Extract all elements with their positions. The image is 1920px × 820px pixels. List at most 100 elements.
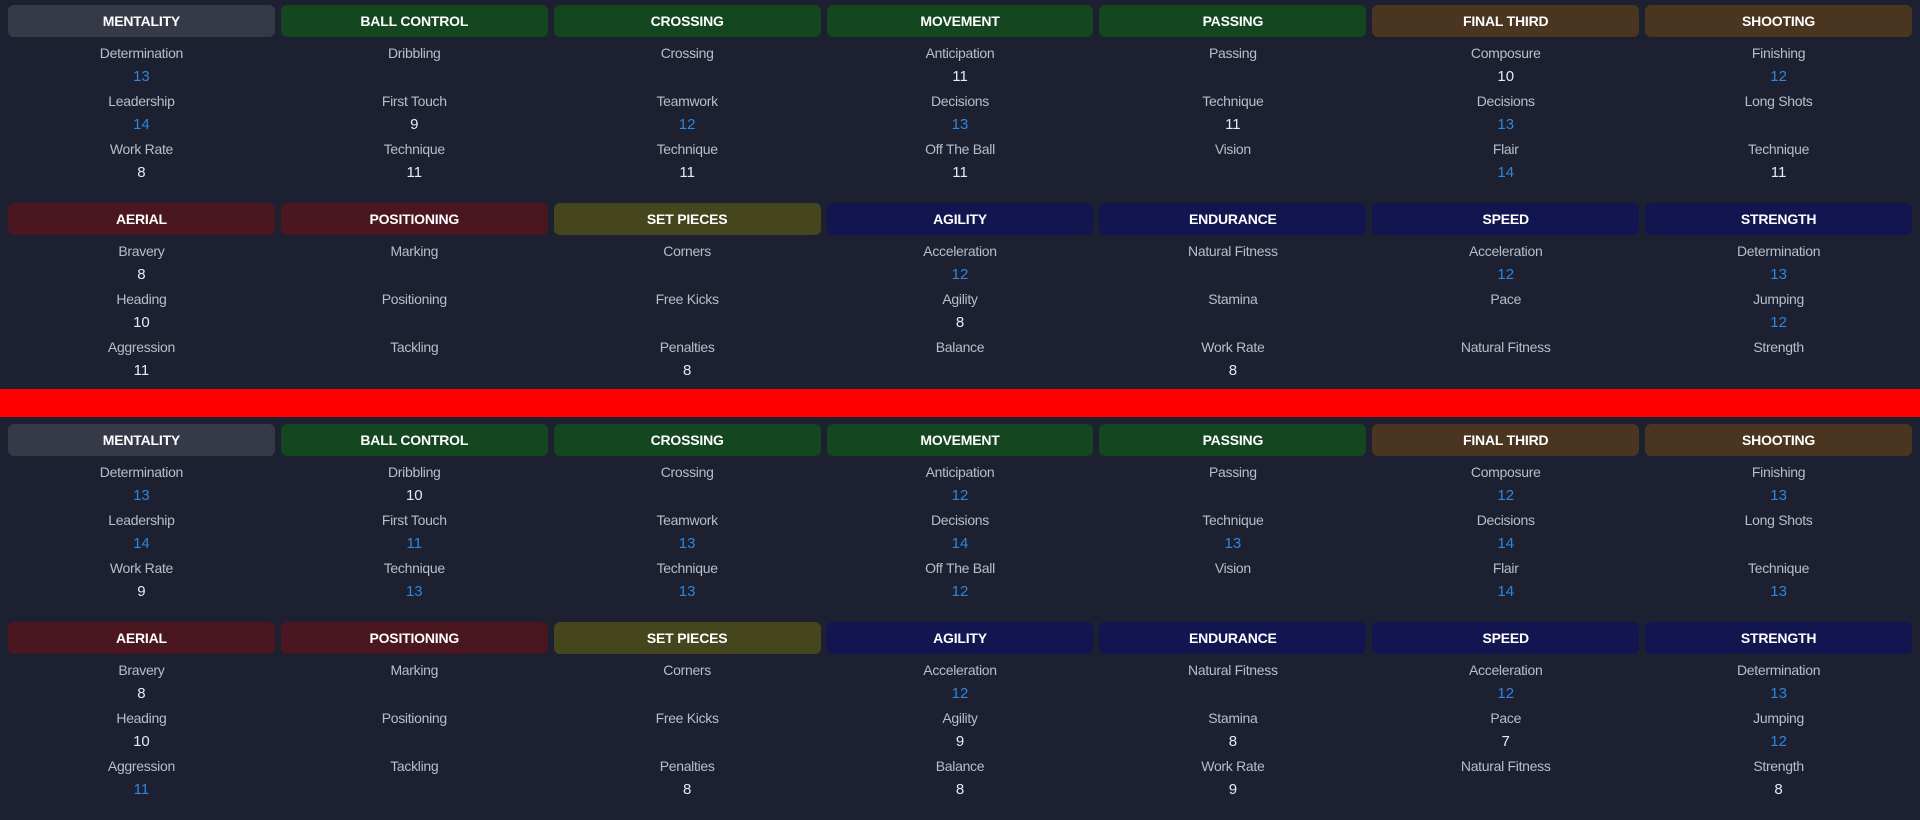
attribute-label: Anticipation bbox=[925, 464, 995, 480]
attribute-item: Stamina 8 bbox=[1099, 706, 1366, 754]
attribute-label: Finishing bbox=[1751, 45, 1806, 61]
attribute-label: Tackling bbox=[390, 758, 439, 774]
attribute-list: Corners Free Kicks Penalties 8 bbox=[554, 239, 821, 383]
attribute-label: Crossing bbox=[660, 464, 714, 480]
attribute-label: Natural Fitness bbox=[1188, 662, 1278, 678]
attribute-value bbox=[1372, 359, 1639, 383]
attribute-label: Composure bbox=[1470, 464, 1541, 480]
attribute-value: 8 bbox=[137, 266, 146, 283]
attribute-item: Bravery 8 bbox=[8, 658, 275, 706]
attribute-value: 13 bbox=[1770, 583, 1787, 600]
attribute-item: Determination 13 bbox=[1645, 239, 1912, 287]
group-header: CROSSING bbox=[553, 424, 821, 456]
attribute-value bbox=[1099, 484, 1366, 508]
attribute-label: Heading bbox=[116, 710, 167, 726]
attribute-item: Leadership 14 bbox=[8, 508, 275, 556]
attribute-value: 10 bbox=[133, 733, 150, 750]
group-header: MENTALITY bbox=[8, 424, 275, 456]
attribute-item: Strength bbox=[1645, 335, 1912, 383]
attribute-item: Acceleration 12 bbox=[1372, 239, 1639, 287]
attribute-item: Technique 13 bbox=[554, 556, 821, 604]
attribute-label: Penalties bbox=[659, 339, 715, 355]
attribute-label: Finishing bbox=[1751, 464, 1806, 480]
attribute-label: Balance bbox=[935, 339, 985, 355]
attribute-list: Bravery 8 Heading 10 Aggression 11 bbox=[8, 658, 275, 802]
attribute-label: Off The Ball bbox=[925, 560, 995, 576]
attribute-value: 9 bbox=[137, 583, 146, 600]
group-header: ENDURANCE bbox=[1099, 203, 1367, 235]
attribute-list: Anticipation 11 Decisions 13 Off The Ball 11 bbox=[827, 41, 1094, 185]
attribute-list: Marking Positioning Tackling bbox=[281, 239, 548, 383]
attribute-item: First Touch 9 bbox=[281, 89, 548, 137]
attribute-group-mentality: MENTALITY Determination 13 Leadership 14 Work… bbox=[8, 424, 275, 622]
attribute-list: Corners Free Kicks Penalties 8 bbox=[554, 658, 821, 802]
attribute-item: Penalties 8 bbox=[554, 754, 821, 802]
attribute-value: 12 bbox=[1497, 266, 1515, 283]
divider-bar bbox=[0, 389, 1920, 417]
attribute-label: Stamina bbox=[1208, 291, 1258, 307]
attribute-value: 14 bbox=[951, 535, 969, 552]
attribute-item: Jumping 12 bbox=[1645, 706, 1912, 754]
attribute-value: 13 bbox=[1497, 116, 1515, 133]
attribute-list: Finishing 12 Long Shots Technique 11 bbox=[1645, 41, 1912, 185]
attributes-panel-top: MENTALITY Determination 13 Leadership 14 Work… bbox=[8, 5, 1913, 401]
attribute-label: Passing bbox=[1209, 464, 1257, 480]
attribute-value: 13 bbox=[1770, 685, 1787, 702]
attribute-label: Technique bbox=[656, 141, 718, 157]
attribute-value: 12 bbox=[1497, 685, 1515, 702]
group-header: AERIAL bbox=[8, 622, 275, 654]
attribute-label: Vision bbox=[1214, 141, 1251, 157]
attribute-label: Work Rate bbox=[109, 560, 174, 576]
attribute-label: Positioning bbox=[381, 291, 448, 307]
attribute-value: 13 bbox=[678, 583, 696, 600]
attribute-value: 12 bbox=[1770, 733, 1787, 750]
attribute-label: Technique bbox=[383, 560, 445, 576]
attribute-item: Acceleration 12 bbox=[1372, 658, 1639, 706]
attribute-list: Determination 13 Jumping 12 Strength 8 bbox=[1645, 658, 1912, 802]
attribute-value bbox=[1099, 311, 1366, 335]
attribute-item: Corners bbox=[554, 239, 821, 287]
attribute-value: 13 bbox=[1770, 487, 1787, 504]
attribute-label: Composure bbox=[1470, 45, 1541, 61]
attribute-item: Decisions 13 bbox=[1372, 89, 1639, 137]
attribute-group-passing: PASSING Passing Technique 13 Vision bbox=[1099, 424, 1367, 622]
attribute-value bbox=[1099, 263, 1366, 287]
attribute-item: Dribbling 10 bbox=[281, 460, 548, 508]
attribute-value: 13 bbox=[133, 487, 150, 504]
attribute-label: Aggression bbox=[107, 758, 175, 774]
attribute-label: Long Shots bbox=[1744, 93, 1813, 109]
attribute-label: Acceleration bbox=[923, 662, 997, 678]
group-header: POSITIONING bbox=[280, 622, 548, 654]
attribute-value bbox=[281, 263, 548, 287]
attribute-label: Strength bbox=[1753, 339, 1804, 355]
attribute-label: Technique bbox=[1202, 512, 1264, 528]
attribute-value: 12 bbox=[1497, 487, 1515, 504]
attribute-item: Work Rate 9 bbox=[8, 556, 275, 604]
attribute-item: Positioning bbox=[281, 706, 548, 754]
attribute-item: Heading 10 bbox=[8, 706, 275, 754]
attribute-label: Acceleration bbox=[923, 243, 997, 259]
attribute-item: Technique 13 bbox=[1099, 508, 1366, 556]
attribute-group-strength: STRENGTH Determination 13 Jumping 12 Strength bbox=[1645, 203, 1913, 401]
attribute-item: Acceleration 12 bbox=[827, 658, 1094, 706]
attribute-group-speed: SPEED Acceleration 12 Pace 7 Natural Fitness bbox=[1372, 622, 1640, 820]
attribute-value: 13 bbox=[678, 535, 696, 552]
attribute-list: Passing Technique 11 Vision bbox=[1099, 41, 1366, 185]
attribute-group-crossing: CROSSING Crossing Teamwork 13 Technique 13 bbox=[553, 424, 821, 622]
attribute-group-crossing: CROSSING Crossing Teamwork 12 Technique 11 bbox=[553, 5, 821, 203]
attribute-value: 11 bbox=[952, 68, 968, 85]
attribute-list: Acceleration 12 Agility 8 Balance bbox=[827, 239, 1094, 383]
attribute-value bbox=[827, 359, 1094, 383]
attribute-item: Off The Ball 12 bbox=[827, 556, 1094, 604]
attribute-item: Pace 7 bbox=[1372, 706, 1639, 754]
attribute-value: 8 bbox=[1228, 362, 1238, 379]
attribute-item: Teamwork 12 bbox=[554, 89, 821, 137]
attribute-item: Strength 8 bbox=[1645, 754, 1912, 802]
attribute-label: Agility bbox=[942, 291, 978, 307]
attribute-value: 7 bbox=[1501, 733, 1510, 750]
attribute-value: 14 bbox=[1497, 535, 1515, 552]
attribute-label: Dribbling bbox=[388, 464, 441, 480]
attribute-item: Free Kicks bbox=[554, 287, 821, 335]
attribute-label: Corners bbox=[663, 662, 711, 678]
attribute-group-final-third: FINAL THIRD Composure 10 Decisions 13 Flair 14 bbox=[1372, 5, 1640, 203]
